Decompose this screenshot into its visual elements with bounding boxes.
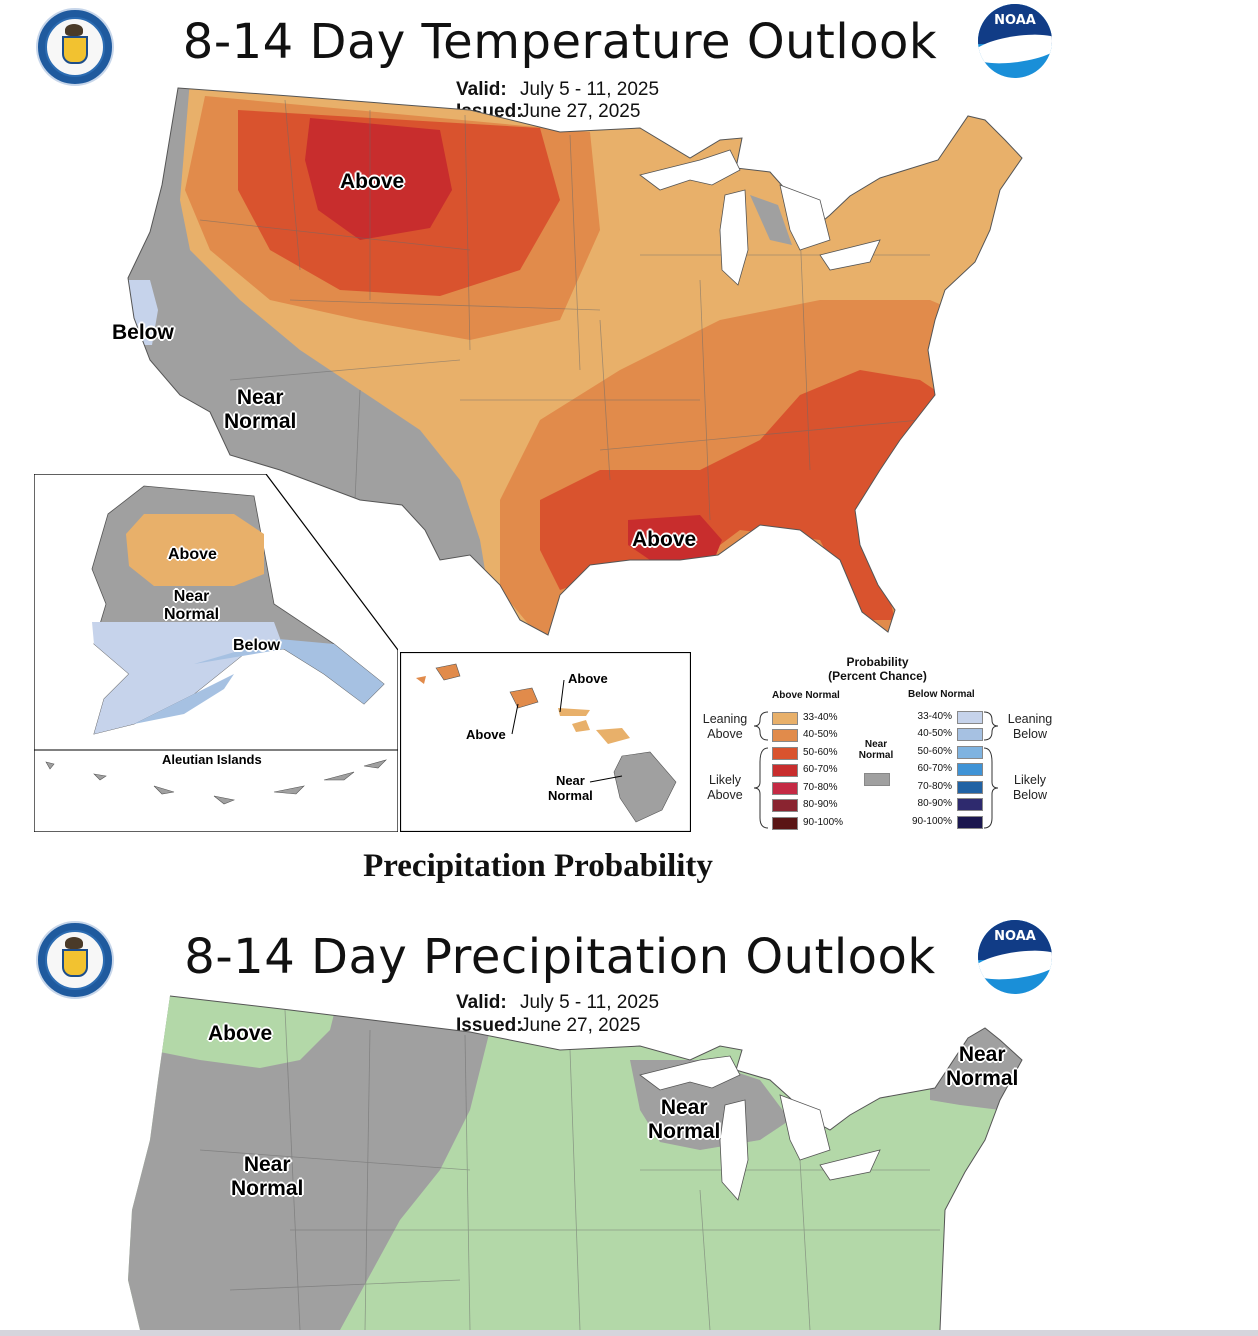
alaska-label-near-normal: Near Normal [164, 588, 220, 624]
hawaii-inset: Above Above Near Normal [400, 652, 691, 832]
legend-near-normal-label: Near Normal [858, 739, 894, 761]
precipitation-section-heading: Precipitation Probability [363, 848, 713, 884]
legend-above-header: Above Normal [772, 690, 840, 701]
precipitation-valid: Valid: July 5 - 11, 2025 [456, 992, 660, 1013]
alaska-label-aleutian-islands: Aleutian Islands [162, 752, 262, 767]
legend-above-swatch-4 [772, 782, 798, 795]
legend-leaning-below: Leaning Below [1007, 712, 1053, 741]
precipitation-title: 8-14 Day Precipitation Outlook [184, 929, 936, 985]
alaska-label-above: Above [168, 546, 217, 563]
legend-below-swatch-5 [957, 798, 983, 811]
legend-above-label-0: 33-40% [803, 712, 838, 723]
temperature-outlook-panel: NOAA 8-14 Day Temperature Outlook Valid:… [34, 4, 1060, 837]
legend-below-label-3: 60-70% [917, 763, 952, 774]
legend-below-swatch-3 [957, 763, 983, 776]
conus-temperature-map [127, 87, 1023, 636]
legend-braces [753, 711, 999, 829]
legend-above-label-3: 60-70% [803, 764, 838, 775]
legend-below-swatch-2 [957, 746, 983, 759]
legend-likely-above: Likely Above [707, 773, 743, 802]
legend-below-label-6: 90-100% [911, 816, 952, 827]
legend-above-swatch-5 [772, 799, 798, 812]
label-below-west: Below [112, 321, 174, 344]
legend-above-label-5: 80-90% [803, 799, 838, 810]
precipitation-issued: Issued:June 27, 2025 [456, 1015, 641, 1036]
legend-above-label-1: 40-50% [803, 729, 838, 740]
legend-near-normal-swatch [864, 773, 890, 786]
legend-below-swatch-1 [957, 728, 983, 741]
legend-below-label-2: 50-60% [917, 746, 952, 757]
probability-legend: Probability (Percent Chance) Above Norma… [700, 652, 1060, 837]
precipitation-outlook-panel: NOAA 8-14 Day Precipitation Outlook Vali… [0, 910, 1258, 1330]
precip-label-above-nw: Above [208, 1022, 273, 1045]
legend-likely-below: Likely Below [1012, 773, 1048, 802]
noaa-logo-icon: NOAA [978, 4, 1052, 78]
legend-above-swatch-2 [772, 747, 798, 760]
temperature-valid: Valid: July 5 - 11, 2025 [456, 79, 660, 100]
commerce-seal-icon-2 [36, 921, 114, 999]
legend-above-swatch-6 [772, 817, 798, 830]
legend-above-swatch-1 [772, 729, 798, 742]
legend-below-label-0: 33-40% [917, 711, 952, 722]
legend-above-swatch-0 [772, 712, 798, 725]
legend-above-label-2: 50-60% [803, 747, 838, 758]
legend-below-label-1: 40-50% [917, 728, 952, 739]
temperature-title: 8-14 Day Temperature Outlook [182, 14, 938, 70]
legend-above-swatch-3 [772, 764, 798, 777]
legend-title: Probability (Percent Chance) [828, 655, 927, 683]
hawaii-label-above-top: Above [568, 671, 608, 686]
precip-label-near-normal-west: Near Normal [231, 1153, 304, 1201]
legend-below-label-5: 80-90% [917, 798, 952, 809]
label-above-gulf: Above [632, 528, 697, 551]
conus-precipitation-map [128, 995, 1023, 1330]
legend-above-label-4: 70-80% [803, 782, 838, 793]
legend-below-label-4: 70-80% [917, 781, 952, 792]
label-near-normal-southwest: Near Normal [224, 386, 297, 434]
legend-below-swatch-4 [957, 781, 983, 794]
precip-label-near-normal-ne: Near Normal [946, 1043, 1019, 1091]
hawaii-label-above-left: Above [466, 727, 506, 742]
alaska-inset: Above Near Normal Below Aleutian Islands [34, 474, 398, 832]
commerce-seal-icon [36, 8, 114, 86]
hawaii-label-near-normal: Near Normal [548, 773, 593, 803]
legend-below-header: Below Normal [908, 689, 975, 700]
alaska-label-below: Below [233, 637, 281, 654]
window-bottom-edge [0, 1330, 1258, 1336]
legend-below-swatch-0 [957, 711, 983, 724]
precip-label-near-normal-lakes: Near Normal [648, 1096, 721, 1144]
legend-below-swatch-6 [957, 816, 983, 829]
legend-above-label-6: 90-100% [803, 817, 844, 828]
noaa-logo-icon-2: NOAA [978, 920, 1052, 994]
label-above-north: Above [340, 170, 405, 193]
legend-leaning-above: Leaning Above [702, 712, 748, 741]
